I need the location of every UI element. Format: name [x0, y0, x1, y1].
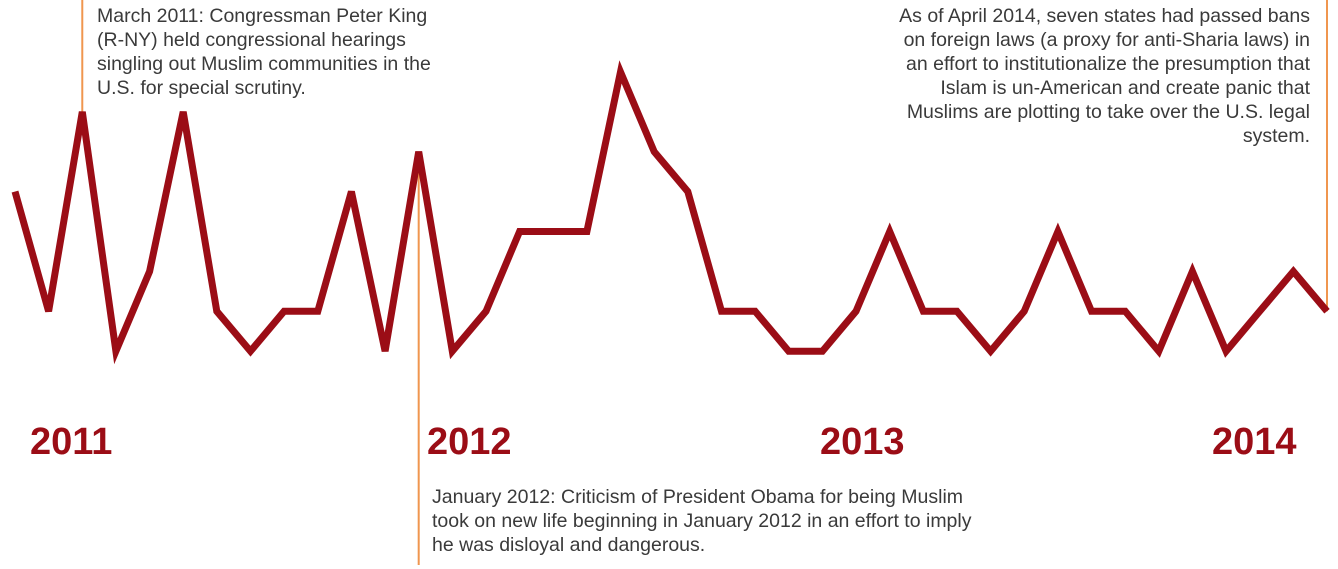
annotation-2011: March 2011: Congressman Peter King (R-NY…	[97, 5, 431, 99]
annotation-2014: As of April 2014, seven states had passe…	[899, 5, 1310, 147]
year-label-2012: 2012	[427, 421, 512, 463]
year-label-2013: 2013	[820, 421, 905, 463]
year-label-2014: 2014	[1212, 421, 1297, 463]
year-label-2011: 2011	[30, 421, 113, 463]
annotation-2012: January 2012: Criticism of President Oba…	[432, 486, 972, 556]
series-line	[11, 60, 1330, 365]
